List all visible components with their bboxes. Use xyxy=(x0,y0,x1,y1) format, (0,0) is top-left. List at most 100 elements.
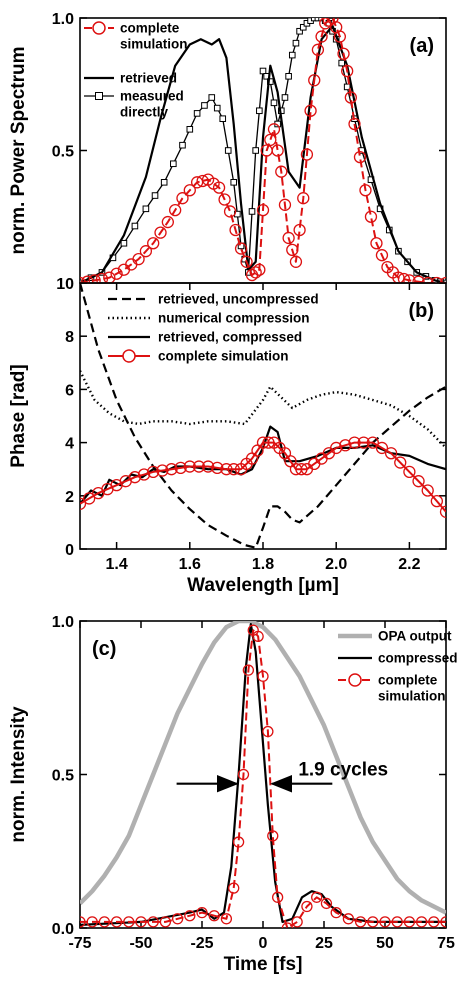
x-tick-label: -50 xyxy=(129,935,152,952)
series-2-point xyxy=(131,222,139,230)
series-3-point xyxy=(156,464,169,477)
series-0 xyxy=(80,18,446,283)
legend-label: simulation xyxy=(120,37,188,52)
x-tick-label: 75 xyxy=(437,935,455,952)
series-0-point xyxy=(81,275,94,283)
x-tick-label: -75 xyxy=(68,935,91,952)
series-0-point xyxy=(253,263,266,276)
x-tick-label: 1.8 xyxy=(252,556,274,573)
series-0-point xyxy=(282,231,295,245)
series-0-point xyxy=(297,192,310,205)
series-0-point xyxy=(300,148,314,161)
series-2-point xyxy=(311,891,323,903)
series-1 xyxy=(80,622,446,926)
x-tick-label: 0 xyxy=(259,935,268,952)
series-0-point xyxy=(154,226,167,239)
series-3-point xyxy=(412,475,425,488)
series-2-point xyxy=(110,916,123,928)
series-0-point xyxy=(403,274,416,283)
series-2-point xyxy=(296,27,303,35)
series-2-point xyxy=(288,51,296,59)
legend: retrieved, uncompressed numerical compres… xyxy=(108,292,319,364)
series-0-point xyxy=(223,205,237,218)
series-2-point xyxy=(338,59,345,67)
series-0-point xyxy=(169,203,182,217)
series-0-point xyxy=(375,249,389,262)
series-0-point xyxy=(264,133,277,147)
series-2-point xyxy=(440,916,446,928)
y-tick-label: 0.0 xyxy=(52,921,74,938)
y-axis-label: norm. Intensity xyxy=(8,706,29,843)
series-2-point xyxy=(171,913,184,925)
series-2-point xyxy=(342,913,355,925)
series-2 xyxy=(80,624,446,928)
series-0-point xyxy=(430,276,443,283)
series-0-point xyxy=(103,271,116,283)
legend-sample-marker xyxy=(122,349,136,363)
series-0-point xyxy=(271,144,284,157)
series-2-point xyxy=(193,110,201,117)
series-2-point xyxy=(270,99,278,107)
series-2-line xyxy=(80,629,446,928)
series-3-point xyxy=(183,460,196,473)
series-2-point xyxy=(159,916,172,928)
series-3-point xyxy=(83,492,96,505)
series-3-point xyxy=(201,460,215,473)
legend-label: compressed xyxy=(378,651,458,666)
series-0-point xyxy=(359,184,372,197)
series-2-point xyxy=(219,115,227,123)
legend-sample-marker xyxy=(95,92,103,100)
panel-label: (a) xyxy=(410,35,434,57)
series-2-point xyxy=(201,102,208,109)
y-tick-label: 0.5 xyxy=(52,144,74,161)
series-0-point xyxy=(286,243,299,257)
series-3-point xyxy=(220,463,233,476)
series-2-point xyxy=(262,725,274,738)
legend-label: numerical compression xyxy=(158,311,310,326)
series-0-point xyxy=(249,266,262,279)
series-3-point xyxy=(339,439,352,452)
series-2-point xyxy=(179,141,186,149)
series-0-point xyxy=(397,272,411,283)
series-2-point xyxy=(415,916,428,928)
y-tick-label: 6 xyxy=(65,382,74,399)
series-1-line xyxy=(80,24,446,283)
y-tick-label: 10 xyxy=(56,276,74,293)
y-tick-label: 1.0 xyxy=(52,614,74,631)
series-0-point xyxy=(147,237,160,250)
series-2-point xyxy=(147,916,159,928)
series-2-point xyxy=(151,192,159,199)
series-0-point xyxy=(132,252,145,266)
series-2-point xyxy=(123,916,135,928)
series-2-point xyxy=(301,900,313,913)
series-2-point xyxy=(232,836,245,848)
series-0-point xyxy=(161,215,174,229)
series-0-line xyxy=(80,621,446,915)
series-0-point xyxy=(304,104,317,117)
plot-area xyxy=(80,18,446,283)
series-0-point xyxy=(337,47,350,60)
y-tick-label: 0 xyxy=(65,542,74,559)
panel-a-spectrum: 10 0.5 1.0 norm. Power Spectrum (a) completes… xyxy=(8,11,447,293)
y-axis-label: Phase [rad] xyxy=(8,364,29,467)
series-2-point xyxy=(259,67,267,75)
plot-area xyxy=(80,283,446,549)
series-0-point xyxy=(311,43,325,56)
series-2-point xyxy=(367,916,379,928)
series-2-point xyxy=(271,891,284,903)
annotation-cycles: 1.9 cycles xyxy=(298,760,388,781)
axes-frame xyxy=(79,620,447,929)
series-2-point xyxy=(135,916,147,928)
series-3-point xyxy=(384,447,398,460)
series-3-point xyxy=(128,471,142,484)
series-0-point xyxy=(278,198,292,211)
series-3-point xyxy=(430,494,444,508)
series-0-point xyxy=(176,192,189,205)
x-axis-label: Time [fs] xyxy=(224,954,303,975)
legend-label: retrieved, uncompressed xyxy=(158,292,319,307)
y-tick-label: 8 xyxy=(65,329,74,346)
x-tick-label: 2.0 xyxy=(325,556,347,573)
series-0-point xyxy=(275,165,288,178)
